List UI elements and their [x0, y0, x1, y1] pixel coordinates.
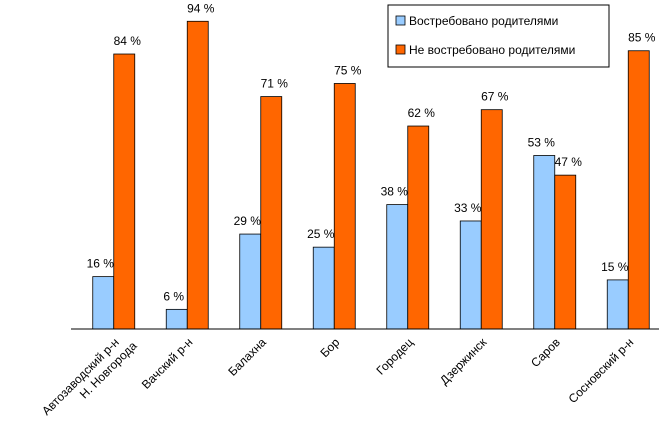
- bar-series-1-category-3: [333, 83, 356, 330]
- value-label-series-0-category-3: 25 %: [307, 227, 335, 241]
- legend-label-series-0: Востребовано родителями: [409, 14, 558, 28]
- bar-series-0-category-7: [606, 279, 629, 330]
- bar-series-0-category-6: [533, 155, 556, 330]
- x-tick-label-7: Сосновский р-н: [566, 335, 637, 406]
- value-label-series-0-category-6: 53 %: [528, 136, 556, 150]
- x-tick-label-0: Автозаводский р-нН. Новгорода: [39, 328, 140, 429]
- value-label-series-1-category-5: 67 %: [481, 90, 509, 104]
- x-tick-label-1: Вачский р-н: [139, 335, 196, 392]
- bar-series-0-category-1: [165, 308, 188, 330]
- bar-series-1-category-6: [554, 174, 577, 330]
- bars-group: [92, 20, 650, 330]
- x-tick-labels: Автозаводский р-нН. Новгорода Вачский р-н…: [39, 328, 637, 429]
- value-label-series-1-category-4: 62 %: [408, 106, 436, 120]
- value-label-series-0-category-0: 16 %: [87, 257, 115, 271]
- x-tick-label-2: Балахна: [225, 335, 269, 379]
- value-label-series-1-category-1: 94 %: [187, 1, 215, 15]
- value-label-series-1-category-2: 71 %: [261, 77, 289, 91]
- x-tick-label-4: Городец: [373, 335, 416, 378]
- value-label-series-0-category-7: 15 %: [601, 260, 629, 274]
- bar-series-1-category-2: [260, 96, 283, 330]
- value-label-series-0-category-5: 33 %: [454, 201, 482, 215]
- value-label-series-0-category-1: 6 %: [163, 289, 184, 303]
- bar-series-0-category-4: [386, 204, 409, 330]
- bar-series-0-category-2: [239, 233, 262, 330]
- value-label-series-0-category-2: 29 %: [234, 214, 262, 228]
- legend-swatch-series-0: [395, 15, 406, 26]
- x-tick-label-5: Дзержинск: [437, 335, 490, 388]
- x-tick-label-6: Саров: [528, 335, 563, 370]
- value-label-series-0-category-4: 38 %: [381, 185, 409, 199]
- bar-series-1-category-4: [407, 125, 430, 330]
- bar-series-0-category-0: [92, 276, 115, 330]
- bar-series-1-category-5: [480, 109, 503, 330]
- legend-label-series-1: Не востребовано родителями: [409, 43, 575, 57]
- legend: Востребовано родителями Не востребовано …: [387, 4, 610, 68]
- x-tick-label-3: Бор: [317, 335, 342, 360]
- bar-series-1-category-7: [627, 50, 650, 330]
- value-labels-group: 16 % 84 % 6 % 94 % 29 % 71 % 25 % 75 % 38 % 62 % 3…: [87, 1, 656, 303]
- bar-series-1-category-1: [186, 20, 209, 330]
- value-label-series-1-category-3: 75 %: [334, 63, 362, 77]
- legend-swatch-series-1: [395, 44, 406, 55]
- legend-box: [387, 4, 610, 68]
- value-label-series-1-category-7: 85 %: [628, 31, 656, 45]
- bar-series-0-category-3: [312, 246, 335, 330]
- value-label-series-1-category-0: 84 %: [114, 34, 142, 48]
- value-label-series-1-category-6: 47 %: [555, 155, 583, 169]
- bar-series-1-category-0: [113, 53, 136, 330]
- bar-series-0-category-5: [459, 220, 482, 330]
